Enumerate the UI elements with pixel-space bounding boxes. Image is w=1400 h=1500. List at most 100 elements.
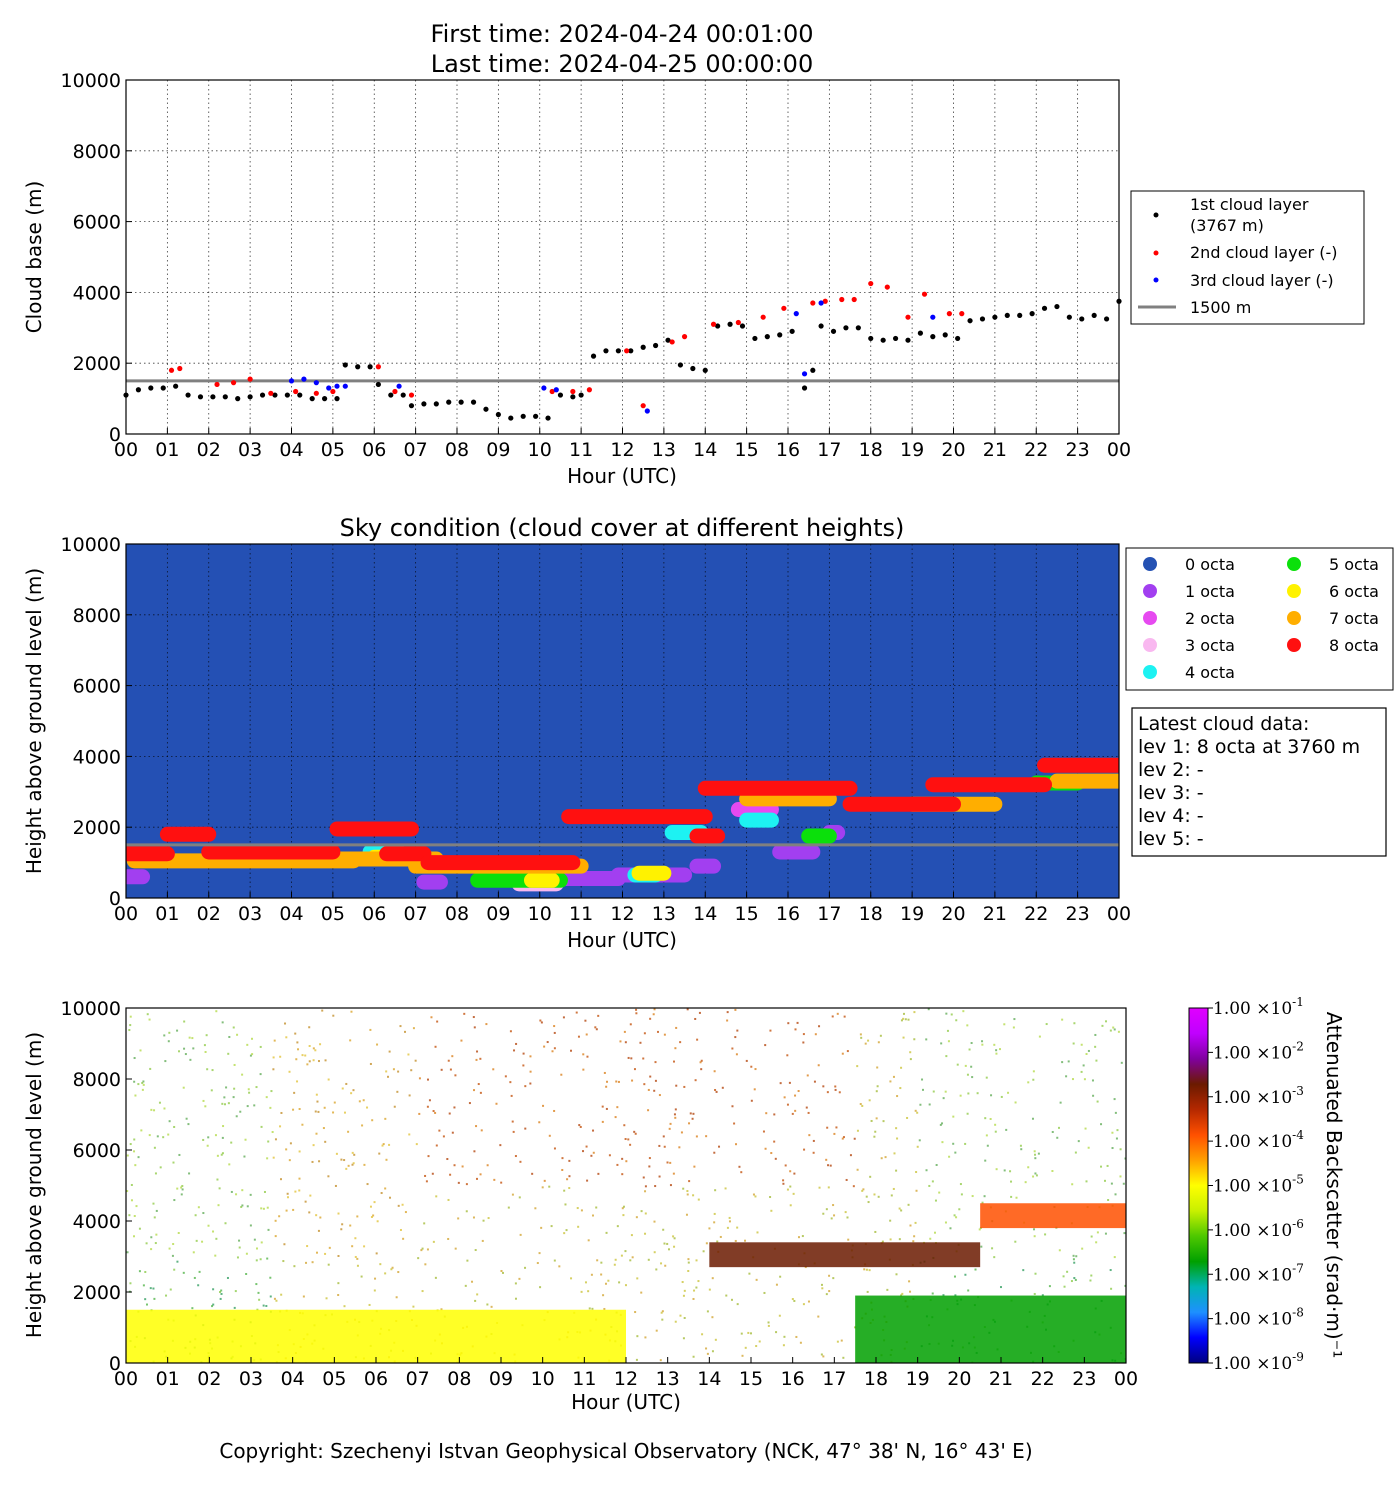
octa-legend-items: 0 octa 1 octa 2 octa 3 octa 4 octa 5 octa 6 oc… bbox=[1143, 555, 1379, 682]
backscatter-speckle bbox=[892, 1075, 895, 1078]
backscatter-speckle bbox=[697, 1280, 700, 1283]
first-time-title: First time: 2024-04-24 00:01:00 bbox=[431, 20, 814, 48]
backscatter-speckle bbox=[623, 1030, 626, 1033]
backscatter-speckle bbox=[754, 1068, 757, 1071]
backscatter-speckle bbox=[376, 1043, 379, 1046]
backscatter-speckle bbox=[379, 1263, 382, 1266]
backscatter-speckle bbox=[314, 1049, 317, 1052]
backscatter-speckle bbox=[600, 1261, 603, 1264]
backscatter-speckle bbox=[203, 1044, 206, 1047]
y-tick-label: 6000 bbox=[73, 212, 121, 234]
backscatter-speckle bbox=[577, 1035, 580, 1038]
backscatter-speckle bbox=[775, 1283, 778, 1286]
y-tick-label: 4000 bbox=[73, 282, 121, 304]
x-tick-label: 17 bbox=[822, 1368, 846, 1390]
backscatter-speckle bbox=[378, 1152, 381, 1155]
backscatter-speckle bbox=[274, 1138, 277, 1141]
backscatter-speckle bbox=[738, 1165, 741, 1168]
backscatter-speckle bbox=[993, 1043, 996, 1046]
latest-cloud-data-line: lev 1: 8 octa at 3760 m bbox=[1138, 736, 1360, 758]
backscatter-speckle bbox=[909, 1051, 912, 1054]
backscatter-speckle bbox=[584, 1281, 587, 1284]
backscatter-speckle bbox=[716, 1240, 719, 1243]
backscatter-speckle bbox=[934, 1199, 937, 1202]
backscatter-y-label: Height above ground level (m) bbox=[22, 1032, 46, 1338]
backscatter-speckle bbox=[1113, 1098, 1116, 1101]
data-point bbox=[810, 300, 816, 306]
backscatter-speckle bbox=[238, 1239, 241, 1242]
backscatter-speckle bbox=[578, 1124, 581, 1127]
backscatter-speckle bbox=[869, 1175, 872, 1178]
backscatter-speckle bbox=[825, 1158, 828, 1161]
backscatter-speckle bbox=[793, 1172, 796, 1175]
backscatter-speckle bbox=[371, 1119, 374, 1122]
backscatter-speckle bbox=[812, 1139, 815, 1142]
backscatter-speckle bbox=[725, 1294, 728, 1297]
backscatter-speckle bbox=[873, 1135, 876, 1138]
backscatter-speckle bbox=[755, 1278, 758, 1281]
backscatter-speckle bbox=[256, 1308, 259, 1311]
backscatter-speckle bbox=[653, 1089, 656, 1092]
backscatter-speckle bbox=[764, 1044, 767, 1047]
backscatter-speckle bbox=[758, 1340, 761, 1343]
data-point bbox=[173, 383, 179, 389]
backscatter-speckle bbox=[999, 1286, 1002, 1289]
backscatter-speckle bbox=[662, 1228, 665, 1231]
backscatter-speckle bbox=[846, 1050, 849, 1053]
backscatter-speckle bbox=[629, 1259, 632, 1262]
data-point bbox=[214, 381, 220, 388]
x-tick-label: 07 bbox=[404, 903, 428, 925]
backscatter-speckle bbox=[711, 1350, 714, 1353]
backscatter-speckle bbox=[616, 1225, 619, 1228]
data-point bbox=[830, 328, 837, 334]
x-tick-label: 06 bbox=[364, 1368, 388, 1390]
backscatter-speckle bbox=[879, 1034, 882, 1037]
backscatter-speckle bbox=[1124, 1284, 1126, 1287]
backscatter-speckle bbox=[540, 1021, 543, 1024]
colorbar: 1.00 ×10-9 1.00 ×10-8 1.00 ×10-7 1.00 ×10-6… bbox=[1188, 995, 1346, 1374]
backscatter-speckle bbox=[735, 1053, 738, 1056]
backscatter-speckle bbox=[407, 1053, 410, 1056]
backscatter-speckle bbox=[687, 1258, 690, 1261]
x-tick-label: 00 bbox=[114, 1368, 138, 1390]
backscatter-speckle bbox=[659, 1359, 662, 1362]
y-tick-label: 4000 bbox=[73, 746, 121, 768]
backscatter-speckle bbox=[515, 1042, 518, 1045]
data-point bbox=[793, 311, 799, 317]
backscatter-speckle bbox=[351, 1245, 354, 1248]
data-point bbox=[810, 367, 816, 373]
data-point bbox=[777, 332, 783, 338]
backscatter-speckle bbox=[605, 1085, 608, 1088]
data-point bbox=[342, 362, 348, 368]
backscatter-speckle bbox=[1033, 1292, 1036, 1295]
backscatter-speckle bbox=[895, 1169, 898, 1172]
backscatter-speckle bbox=[827, 1186, 830, 1189]
backscatter-speckle bbox=[399, 1025, 402, 1028]
backscatter-speckle bbox=[142, 1083, 145, 1086]
backscatter-speckle bbox=[692, 1297, 695, 1300]
colorbar-tick-label: 1.00 ×10-4 bbox=[1213, 1128, 1304, 1152]
backscatter-speckle bbox=[370, 1216, 373, 1219]
y-tick-label: 8000 bbox=[73, 605, 121, 627]
backscatter-speckle bbox=[595, 1206, 598, 1209]
backscatter-speckle bbox=[736, 1303, 739, 1306]
backscatter-speckle bbox=[840, 1339, 843, 1342]
backscatter-speckle bbox=[292, 1208, 295, 1211]
data-point bbox=[640, 344, 646, 350]
backscatter-speckle bbox=[425, 1180, 428, 1183]
backscatter-speckle bbox=[789, 1170, 792, 1173]
backscatter-speckle bbox=[227, 1102, 230, 1105]
backscatter-speckle bbox=[234, 1290, 237, 1293]
backscatter-speckle bbox=[249, 1224, 252, 1227]
backscatter-speckle bbox=[524, 1266, 527, 1269]
sky-condition-x-label: Hour (UTC) bbox=[567, 928, 677, 952]
x-tick-label: 21 bbox=[989, 1368, 1013, 1390]
backscatter-speckle bbox=[415, 1143, 418, 1146]
backscatter-speckle bbox=[702, 1250, 705, 1253]
data-point bbox=[851, 296, 857, 303]
backscatter-speckle bbox=[259, 1045, 262, 1048]
backscatter-speckle bbox=[822, 1212, 825, 1215]
backscatter-speckle bbox=[353, 1153, 356, 1156]
backscatter-speckle bbox=[447, 1059, 450, 1062]
